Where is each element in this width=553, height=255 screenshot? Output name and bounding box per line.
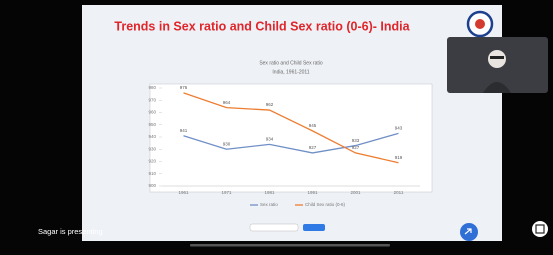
screen: Trends in Sex ratio and Child Sex ratio … <box>0 0 553 255</box>
chart-title: Sex ratio and Child Sex ratio <box>259 60 323 66</box>
y-tick-label: 930 <box>148 146 156 151</box>
data-label: 941 <box>180 128 188 133</box>
data-label: 976 <box>180 85 188 90</box>
action-button[interactable] <box>460 223 478 241</box>
data-label: 964 <box>223 100 231 105</box>
chart-subtitle: India, 1961-2011 <box>272 69 309 75</box>
x-tick-label: 1991 <box>307 190 318 195</box>
y-tick-label: 900 <box>148 183 156 188</box>
data-label: 919 <box>395 155 403 160</box>
legend-label: Sex ratio <box>260 202 278 207</box>
y-tick-label: 910 <box>148 171 156 176</box>
slide-control-active[interactable] <box>303 224 325 231</box>
data-label: 930 <box>223 141 231 146</box>
presenter-label: Sagar is presenting <box>38 227 103 236</box>
data-label: 927 <box>352 145 360 150</box>
y-tick-label: 950 <box>148 122 156 127</box>
meeting-view: Trends in Sex ratio and Child Sex ratio … <box>0 0 553 255</box>
y-tick-label: 940 <box>148 134 156 139</box>
y-tick-label: 980 <box>148 85 156 90</box>
data-label: 945 <box>309 123 317 128</box>
x-tick-label: 2011 <box>394 190 404 195</box>
y-tick-label: 960 <box>148 110 156 115</box>
data-label: 933 <box>352 138 360 143</box>
slide-control[interactable] <box>250 224 298 231</box>
y-tick-label: 920 <box>148 159 156 164</box>
progress-bar <box>190 244 390 247</box>
x-tick-label: 2001 <box>350 190 361 195</box>
slide-title: Trends in Sex ratio and Child Sex ratio … <box>114 19 410 33</box>
x-tick-label: 1971 <box>221 190 232 195</box>
logo-center <box>475 19 485 29</box>
x-tick-label: 1981 <box>264 190 275 195</box>
data-label: 934 <box>266 137 274 142</box>
data-label: 927 <box>309 145 317 150</box>
y-tick-label: 970 <box>148 97 156 102</box>
x-tick-label: 1961 <box>178 190 189 195</box>
legend-label: Child Sex ratio (0-6) <box>305 202 346 207</box>
data-label: 962 <box>266 102 274 107</box>
participant-glasses <box>490 56 504 59</box>
data-label: 943 <box>395 126 403 131</box>
layout-button[interactable] <box>532 221 548 237</box>
